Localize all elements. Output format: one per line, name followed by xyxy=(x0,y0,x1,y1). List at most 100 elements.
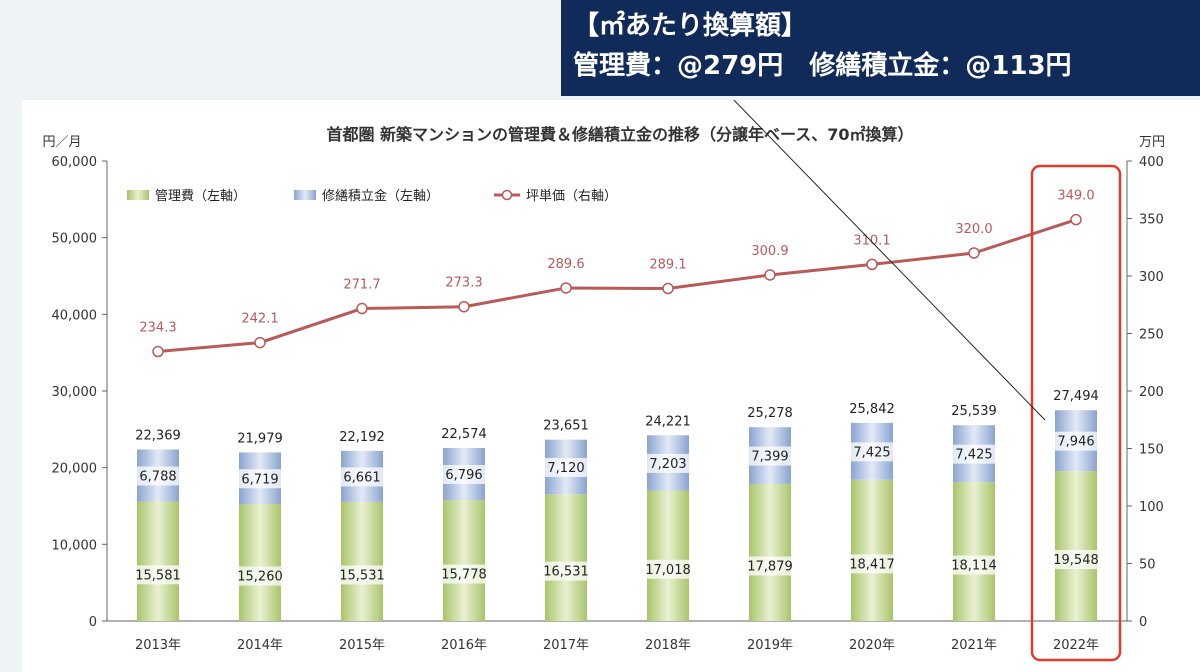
total-value-label: 25,842 xyxy=(849,402,895,417)
left-axis-tick-label: 20,000 xyxy=(52,462,98,477)
repair-reserve-value-label: 7,399 xyxy=(751,450,788,465)
management-fee-label-bg xyxy=(737,556,803,576)
price-point xyxy=(254,336,266,349)
repair-reserve-label-bg xyxy=(333,467,391,487)
right-axis-tick-label: 150 xyxy=(1139,443,1164,458)
management-fee-value-label: 19,548 xyxy=(1053,553,1099,568)
management-fee-value-label: 15,531 xyxy=(339,568,385,583)
management-fee-value-label: 15,260 xyxy=(237,570,283,585)
repair-reserve-label-bg xyxy=(129,466,187,486)
price-value-label: 320.0 xyxy=(955,222,992,237)
management-fee-bar xyxy=(953,482,995,621)
legend-price-marker xyxy=(501,189,513,201)
management-fee-label-bg xyxy=(125,565,191,585)
management-fee-bar xyxy=(341,501,383,621)
right-axis-tick-label: 50 xyxy=(1139,558,1156,573)
management-fee-value-label: 17,879 xyxy=(747,559,793,574)
price-point xyxy=(866,258,878,271)
legend-price-label: 坪単価（右軸） xyxy=(526,188,617,204)
x-axis-category-label: 2022年 xyxy=(1053,638,1099,653)
x-axis-category-label: 2013年 xyxy=(135,638,181,653)
total-value-label: 22,192 xyxy=(339,430,385,445)
price-value-label: 234.3 xyxy=(139,321,176,336)
x-axis-category-label: 2019年 xyxy=(747,638,793,653)
x-axis-category-label: 2016年 xyxy=(441,638,487,653)
management-fee-bar xyxy=(851,479,893,621)
repair-reserve-label-bg xyxy=(537,457,595,477)
callout-values: 管理費：@279円 修繕積立金：@113円 xyxy=(573,51,1072,81)
price-point xyxy=(764,269,776,281)
total-value-label: 22,369 xyxy=(135,429,181,444)
price-value-label: 271.7 xyxy=(343,278,380,293)
right-axis-tick-label: 300 xyxy=(1139,270,1164,285)
management-fee-label-bg xyxy=(329,565,395,585)
left-axis-tick-label: 50,000 xyxy=(52,232,98,247)
x-axis-category-label: 2014年 xyxy=(237,638,283,653)
price-value-label: 273.3 xyxy=(445,276,482,291)
x-axis-category-label: 2018年 xyxy=(645,638,691,653)
total-value-label: 27,494 xyxy=(1053,389,1099,404)
price-value-label: 289.6 xyxy=(547,257,584,272)
callout-heading: 【㎡あたり換算額】 xyxy=(573,11,808,41)
repair-reserve-value-label: 6,788 xyxy=(139,470,176,485)
legend-repair-reserve-swatch xyxy=(294,190,316,200)
price-line xyxy=(157,218,1077,354)
repair-reserve-label-bg xyxy=(435,464,493,484)
x-axis-category-label: 2017年 xyxy=(543,638,589,653)
callout-box: 【㎡あたり換算額】 管理費：@279円 修繕積立金：@113円 xyxy=(561,0,1200,96)
management-fee-bar xyxy=(443,500,485,621)
left-axis-tick-label: 10,000 xyxy=(52,538,98,553)
price-point xyxy=(560,282,572,294)
repair-reserve-value-label: 7,425 xyxy=(955,448,992,463)
management-fee-bar xyxy=(239,504,281,621)
right-axis-tick-label: 350 xyxy=(1139,213,1164,228)
management-fee-label-bg xyxy=(941,555,1007,575)
management-fee-bar xyxy=(137,501,179,621)
total-value-label: 23,651 xyxy=(543,419,589,434)
legend-management-fee-label: 管理費（左軸） xyxy=(155,189,246,204)
repair-reserve-label-bg xyxy=(1047,431,1105,451)
price-value-label: 310.1 xyxy=(853,233,890,248)
management-fee-bar xyxy=(1055,471,1097,621)
legend-repair-reserve-label: 修繕積立金（左軸） xyxy=(322,188,439,204)
x-axis-category-label: 2021年 xyxy=(951,638,997,653)
management-fee-value-label: 15,581 xyxy=(135,568,181,583)
repair-reserve-value-label: 7,120 xyxy=(547,461,584,476)
repair-reserve-label-bg xyxy=(843,442,901,462)
management-fee-value-label: 18,114 xyxy=(951,559,997,574)
repair-reserve-value-label: 6,719 xyxy=(241,472,278,487)
management-fee-value-label: 16,531 xyxy=(543,565,589,580)
right-axis-unit: 万円 xyxy=(1139,135,1165,150)
price-point xyxy=(356,302,368,315)
price-value-label: 242.1 xyxy=(241,312,278,327)
left-axis-tick-label: 40,000 xyxy=(52,308,98,323)
repair-reserve-label-bg xyxy=(741,446,799,466)
left-axis-tick-label: 60,000 xyxy=(52,155,98,170)
callout-connector-line xyxy=(733,100,1046,421)
management-fee-value-label: 18,417 xyxy=(849,557,895,572)
repair-reserve-value-label: 7,425 xyxy=(853,445,890,460)
management-fee-label-bg xyxy=(431,564,497,584)
total-value-label: 25,539 xyxy=(951,404,997,419)
management-fee-label-bg xyxy=(1043,550,1109,570)
price-value-label: 349.0 xyxy=(1057,189,1094,204)
management-fee-label-bg xyxy=(635,559,701,579)
x-axis-category-label: 2015年 xyxy=(339,638,385,653)
price-value-label: 300.9 xyxy=(751,244,788,259)
right-axis-tick-label: 100 xyxy=(1139,500,1164,515)
total-value-label: 22,574 xyxy=(441,427,487,442)
highlight-2022-box xyxy=(1030,164,1122,662)
repair-reserve-value-label: 6,796 xyxy=(445,468,482,483)
management-fee-label-bg xyxy=(839,554,905,574)
repair-reserve-label-bg xyxy=(639,453,697,473)
repair-reserve-label-bg xyxy=(231,469,289,489)
price-point xyxy=(662,282,674,295)
repair-reserve-label-bg xyxy=(945,444,1003,464)
right-axis-tick-label: 400 xyxy=(1139,155,1164,170)
total-value-label: 24,221 xyxy=(645,414,691,429)
price-point xyxy=(152,345,164,358)
repair-reserve-value-label: 7,946 xyxy=(1057,435,1094,450)
management-fee-bar xyxy=(647,490,689,621)
right-axis-tick-label: 250 xyxy=(1139,328,1164,343)
chart-panel: 首都圏 新築マンションの管理費＆修繕積立金の推移（分譲年ベース、70㎡換算） 円… xyxy=(22,100,1200,672)
